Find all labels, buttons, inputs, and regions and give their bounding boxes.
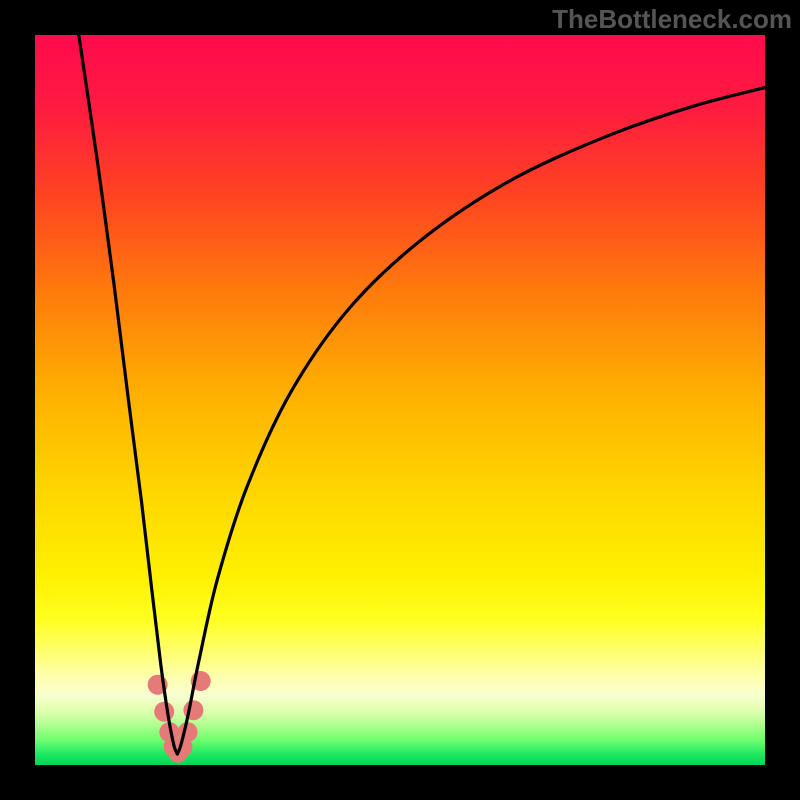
left-descending-curve <box>79 35 178 754</box>
plot-border-left <box>0 0 35 800</box>
cusp-marker <box>178 722 198 742</box>
watermark-text: TheBottleneck.com <box>552 4 792 35</box>
plot-border-bottom <box>0 765 800 800</box>
bottleneck-chart <box>35 35 765 765</box>
plot-border-right <box>765 0 800 800</box>
cusp-marker <box>154 702 174 722</box>
right-ascending-curve <box>177 88 765 754</box>
